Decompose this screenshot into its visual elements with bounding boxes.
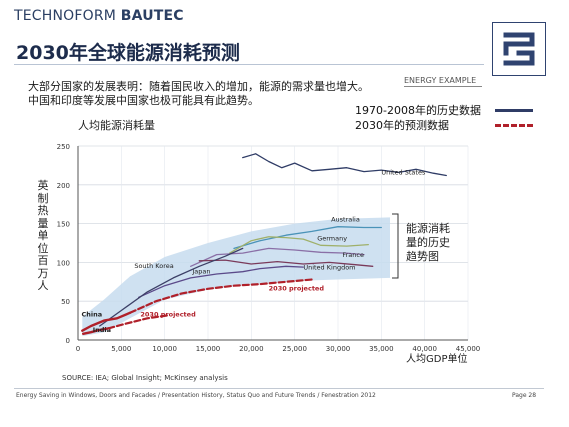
- legend-history-label: 1970-2008年的历史数据: [355, 104, 481, 117]
- energy-example-tag: ENERGY EXAMPLE: [404, 76, 483, 87]
- series-label-india: India: [93, 326, 111, 334]
- footer-divider: [14, 388, 544, 389]
- series-label-china-2030-projected: 2030 projected: [269, 284, 325, 292]
- x-tick-label: 25,000: [282, 345, 307, 353]
- series-label-south-korea: South Korea: [134, 262, 173, 270]
- company-logo-icon: [492, 22, 546, 76]
- series-label-china: China: [81, 311, 102, 319]
- legend-projection-swatch: [495, 124, 533, 127]
- series-line-australia: [233, 226, 382, 250]
- x-tick-label: 45,000: [456, 345, 481, 353]
- y-tick-label: 100: [57, 259, 70, 267]
- source-note: SOURCE: IEA; Global Insight; McKinsey an…: [62, 374, 228, 382]
- chart-subtitle: 人均能源消耗量: [78, 119, 155, 132]
- series-label-japan: Japan: [191, 267, 210, 275]
- series-line-china-2030-projected: [128, 278, 314, 314]
- x-tick-label: 40,000: [412, 345, 437, 353]
- brand-logo-text: TECHNOFORM BAUTEC: [14, 8, 184, 24]
- series-line-india-2030-projected: [107, 314, 171, 330]
- series-line-china: [81, 311, 132, 332]
- series-line-united-states: [242, 153, 447, 177]
- y-tick-label: 0: [66, 337, 70, 345]
- x-axis-label: 人均GDP单位: [406, 354, 468, 365]
- legend-projection: 2030年的预测数据: [355, 117, 533, 133]
- legend-projection-label: 2030年的预测数据: [355, 119, 449, 132]
- x-tick-label: 30,000: [326, 345, 351, 353]
- series-line-japan: [138, 265, 304, 298]
- series-label-germany: Germany: [317, 235, 347, 243]
- series-label-india-2030-projected: 2030 projected: [140, 311, 196, 319]
- series-line-india: [82, 327, 110, 335]
- y-tick-label: 200: [57, 182, 70, 190]
- x-tick-label: 15,000: [196, 345, 221, 353]
- x-tick-label: 5,000: [111, 345, 131, 353]
- page-title: 2030年全球能源消耗预测: [16, 42, 240, 64]
- description-line-1: 大部分国家的发展表明：随着国民收入的增加，能源的需求量也增大。: [28, 80, 369, 93]
- x-tick-label: 10,000: [152, 345, 177, 353]
- series-label-united-kingdom: United Kingdom: [303, 263, 355, 271]
- footer-text: Energy Saving in Windows, Doors and Faca…: [16, 392, 376, 399]
- series-line-united-kingdom: [198, 259, 374, 267]
- trend-band: [82, 217, 391, 337]
- series-label-united-states: United States: [381, 169, 426, 177]
- series-label-australia: Australia: [331, 215, 360, 223]
- y-tick-label: 50: [61, 298, 70, 306]
- series-line-france: [190, 247, 365, 267]
- description-line-2: 中国和印度等发展中国家也极可能具有此趋势。: [28, 94, 259, 107]
- y-tick-label: 150: [57, 221, 70, 229]
- page-number: Page 28: [512, 392, 537, 399]
- side-annotation: 能源消耗量的历史趋势图: [406, 222, 450, 263]
- legend-history: 1970-2008年的历史数据: [355, 102, 533, 118]
- legend-history-swatch: [495, 109, 533, 112]
- x-tick-label: 0: [76, 345, 80, 353]
- description: 大部分国家的发展表明：随着国民收入的增加，能源的需求量也增大。 中国和印度等发展…: [28, 80, 378, 108]
- series-label-france: France: [342, 251, 364, 259]
- title-divider: [14, 64, 484, 65]
- x-tick-label: 20,000: [239, 345, 264, 353]
- series-bracket: [392, 213, 399, 279]
- y-axis-label: 英制热量单位百万人: [37, 179, 49, 292]
- series-line-germany: [229, 236, 369, 254]
- x-tick-label: 35,000: [369, 345, 394, 353]
- series-line-south-korea: [99, 247, 244, 327]
- y-tick-label: 250: [57, 143, 70, 151]
